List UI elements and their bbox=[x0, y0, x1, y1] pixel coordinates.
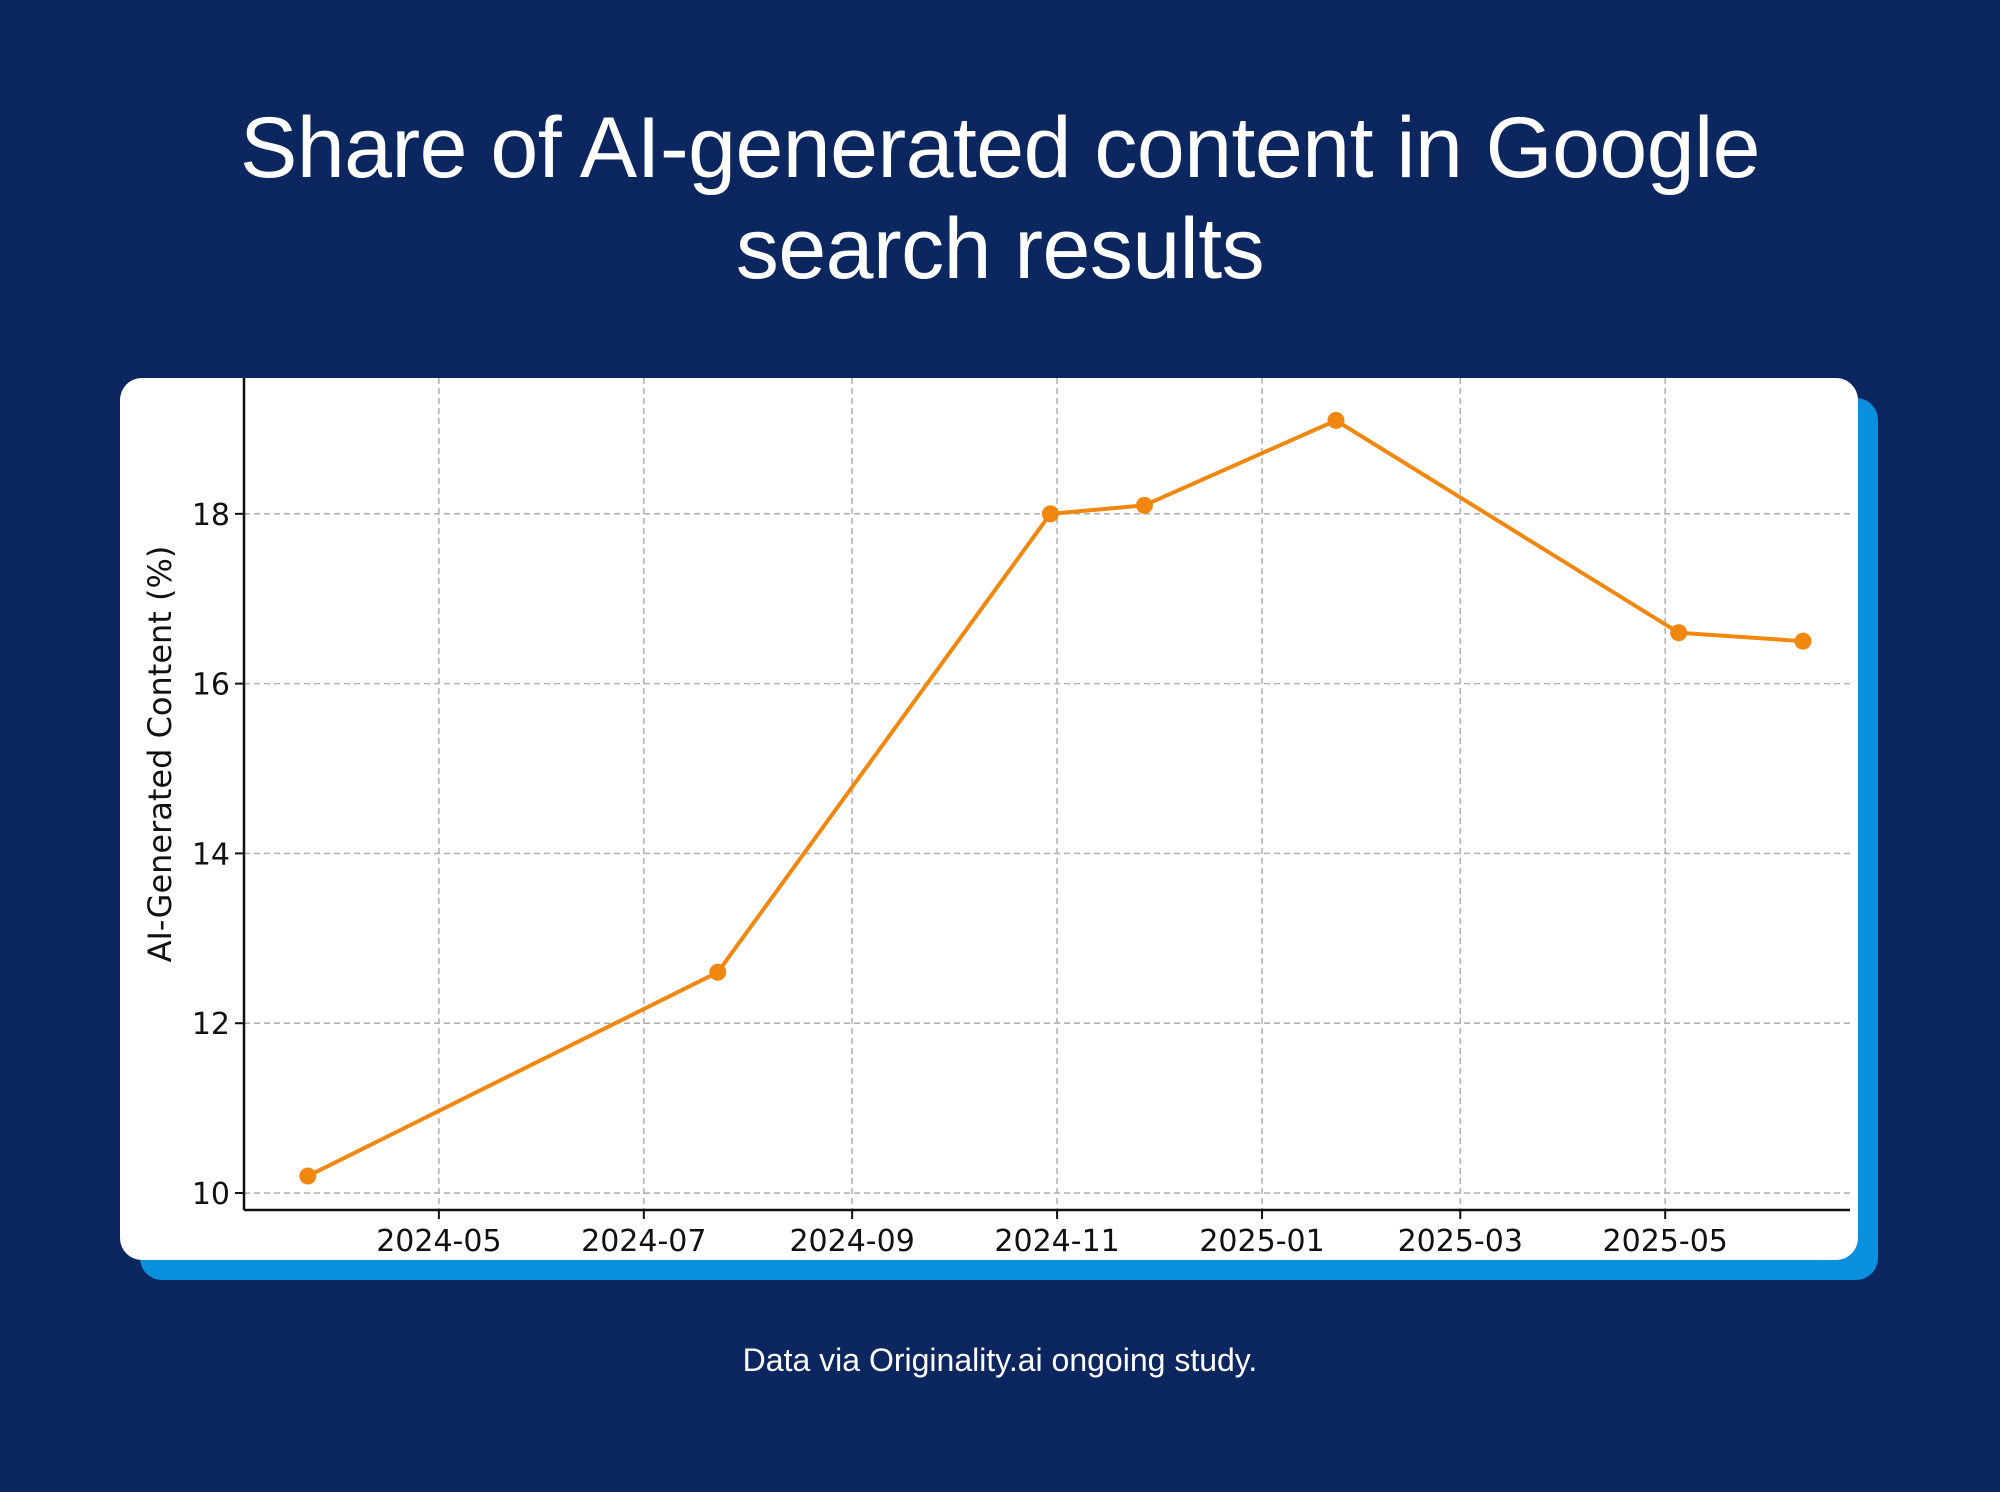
data-point bbox=[1135, 496, 1153, 514]
source-footnote: Data via Originality.ai ongoing study. bbox=[742, 1342, 1258, 1378]
x-tick-label: 2025-01 bbox=[1199, 1224, 1324, 1259]
axes-layer bbox=[242, 378, 1850, 1212]
y-tick-label: 12 bbox=[192, 1007, 230, 1042]
y-tick-label: 14 bbox=[192, 837, 230, 872]
x-tick-label: 2025-05 bbox=[1603, 1224, 1728, 1259]
x-tick-label: 2025-03 bbox=[1398, 1224, 1523, 1259]
data-point bbox=[1327, 411, 1345, 429]
x-tick-label: 2024-07 bbox=[581, 1224, 706, 1259]
y-tick-label: 18 bbox=[192, 498, 230, 533]
data-point bbox=[709, 963, 727, 981]
x-tick-label: 2024-05 bbox=[376, 1224, 501, 1259]
page-title: Share of AI-generated content in Google … bbox=[239, 100, 1761, 297]
series-layer bbox=[299, 411, 1812, 1185]
x-tick-label: 2024-09 bbox=[789, 1224, 914, 1259]
y-tick-label: 10 bbox=[192, 1177, 230, 1212]
data-point bbox=[1670, 624, 1688, 642]
data-point bbox=[1794, 632, 1812, 650]
data-point bbox=[299, 1167, 317, 1185]
y-axis-title: AI-Generated Content (%) bbox=[141, 546, 179, 963]
x-tick-label: 2024-11 bbox=[994, 1224, 1119, 1259]
grid-layer bbox=[244, 378, 1850, 1210]
y-tick-label: 16 bbox=[192, 668, 230, 703]
ticks-layer: 2024-05 2024-07 2024-09 2024-11 2025-01 2025-… bbox=[192, 498, 1728, 1259]
line-chart: 2024-05 2024-07 2024-09 2024-11 2025-01 2025-… bbox=[141, 378, 1850, 1259]
series-line bbox=[305, 418, 1805, 1179]
chart-card: 2024-05 2024-07 2024-09 2024-11 2025-01 2025-… bbox=[120, 378, 1858, 1260]
data-point bbox=[1041, 505, 1059, 523]
